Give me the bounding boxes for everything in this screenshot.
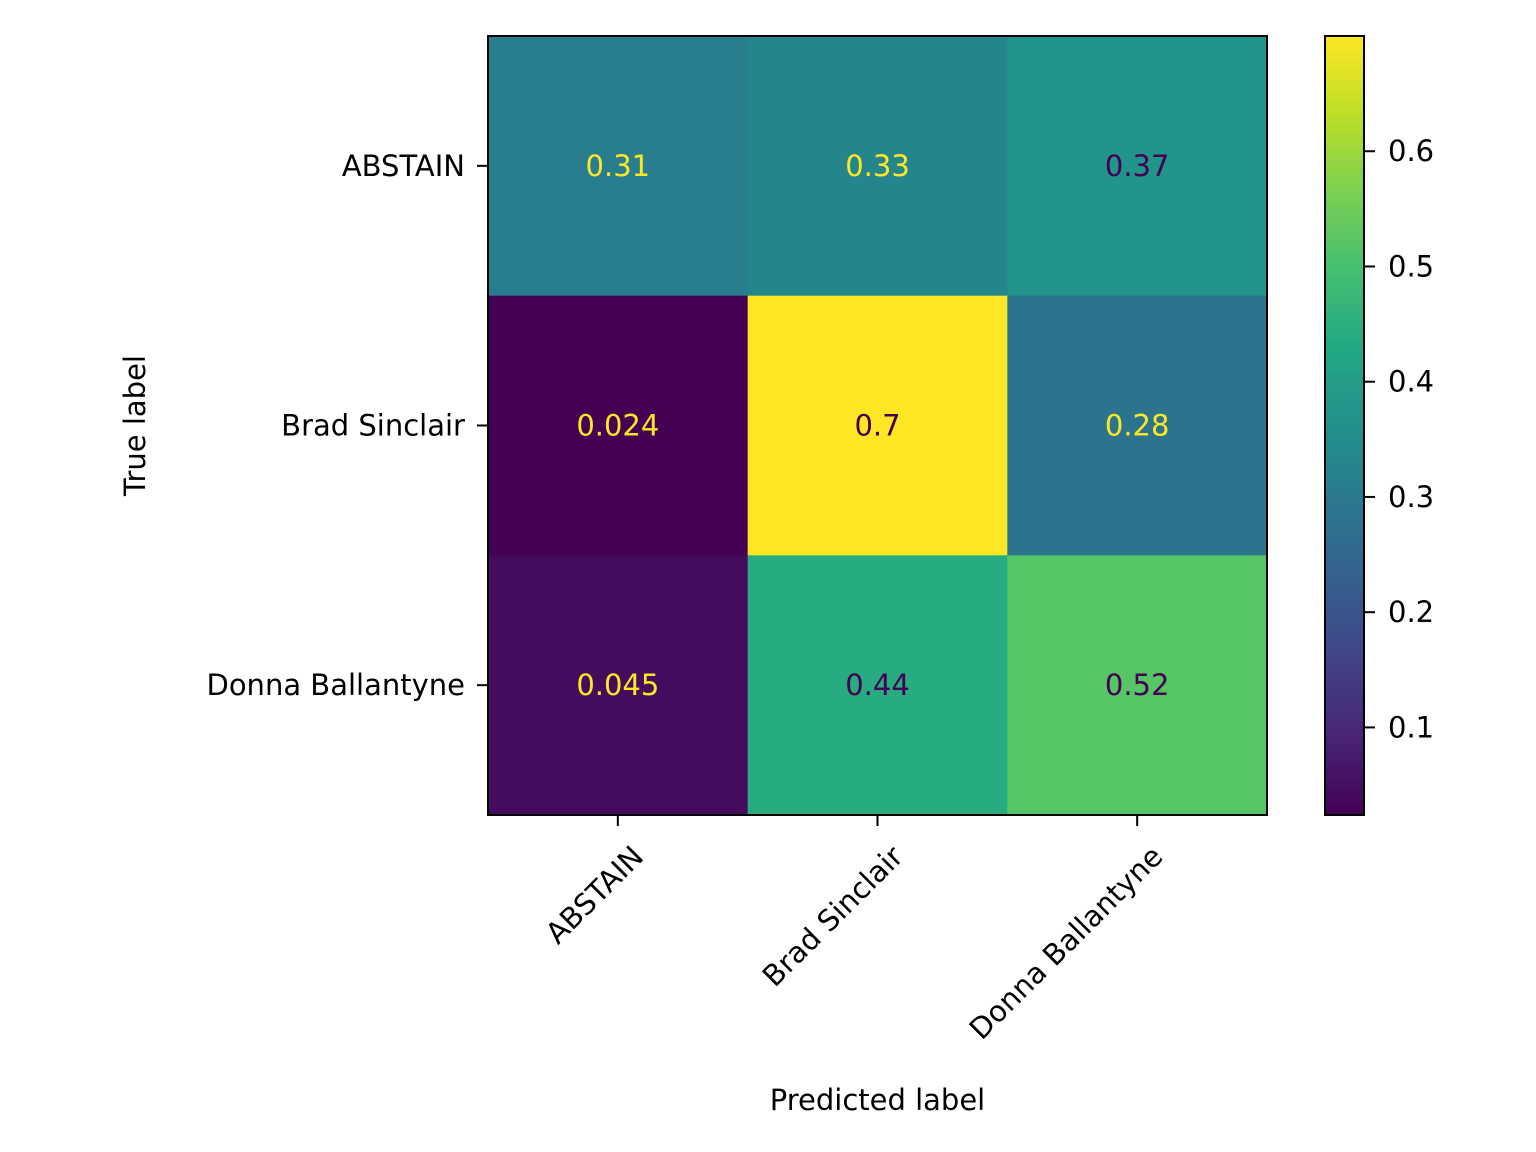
- cell-value-label: 0.37: [1105, 149, 1170, 183]
- y-axis-ticks: ABSTAIN Brad Sinclair Donna Ballantyne: [206, 149, 488, 702]
- x-tick-label: Donna Ballantyne: [963, 839, 1170, 1046]
- cell-value-label: 0.045: [576, 668, 659, 702]
- x-tick-label: ABSTAIN: [539, 839, 650, 950]
- heatmap-cell: [488, 36, 749, 297]
- heatmap-cell: [1007, 36, 1268, 297]
- heatmap-cell: [488, 555, 749, 816]
- colorbar-ticks: 0.1 0.2 0.3 0.4 0.5 0.6: [1364, 134, 1434, 744]
- cell-value-label: 0.28: [1105, 409, 1170, 443]
- cell-value-label: 0.31: [586, 149, 651, 183]
- cell-value-label: 0.7: [854, 409, 900, 443]
- colorbar-tick-label: 0.6: [1388, 134, 1434, 168]
- heatmap-cell: [488, 295, 749, 556]
- heatmap-cell: [747, 36, 1008, 297]
- y-tick-label: ABSTAIN: [342, 149, 465, 183]
- x-axis-ticks: ABSTAIN Brad Sinclair Donna Ballantyne: [539, 815, 1169, 1046]
- colorbar-tick-label: 0.2: [1388, 595, 1434, 629]
- colorbar-tick-label: 0.4: [1388, 365, 1434, 399]
- x-tick-label: Brad Sinclair: [756, 839, 910, 993]
- heatmap-cell: [1007, 295, 1268, 556]
- colorbar-tick-label: 0.1: [1388, 710, 1434, 744]
- cell-value-label: 0.024: [576, 409, 659, 443]
- heatmap-cell: [747, 295, 1008, 556]
- colorbar-gradient: [1324, 35, 1365, 816]
- y-tick-label: Donna Ballantyne: [206, 668, 465, 702]
- heatmap-cell: [747, 555, 1008, 816]
- cell-value-label: 0.52: [1105, 668, 1170, 702]
- x-axis-label: Predicted label: [770, 1083, 986, 1117]
- heatmap-cell: [1007, 555, 1268, 816]
- colorbar: 0.1 0.2 0.3 0.4 0.5 0.6: [1324, 35, 1434, 816]
- cell-value-label: 0.33: [845, 149, 910, 183]
- heatmap-cells: 0.31 0.33 0.37 0.024 0.7 0.28 0.045 0.44 0.52: [488, 36, 1268, 816]
- colorbar-tick-label: 0.5: [1388, 249, 1434, 283]
- colorbar-tick-label: 0.3: [1388, 480, 1434, 514]
- y-tick-label: Brad Sinclair: [281, 409, 465, 443]
- cell-value-label: 0.44: [845, 668, 910, 702]
- y-axis-label: True label: [118, 355, 152, 497]
